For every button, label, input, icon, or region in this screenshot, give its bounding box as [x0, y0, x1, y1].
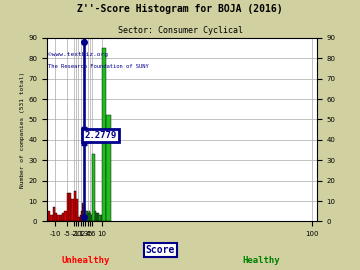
Text: Healthy: Healthy	[242, 256, 280, 265]
Bar	[93, 154, 95, 221]
Bar	[69, 193, 71, 221]
Bar	[100, 215, 102, 221]
Bar	[85, 211, 86, 221]
Text: The Research Foundation of SUNY: The Research Foundation of SUNY	[48, 64, 149, 69]
Bar	[55, 213, 57, 221]
Bar	[60, 215, 62, 221]
Bar	[64, 211, 67, 221]
Text: 2.2779: 2.2779	[84, 131, 117, 140]
Bar	[88, 213, 89, 221]
Bar	[95, 211, 96, 221]
Bar	[99, 215, 100, 221]
Text: Z''-Score Histogram for BOJA (2016): Z''-Score Histogram for BOJA (2016)	[77, 4, 283, 14]
Bar	[86, 211, 88, 221]
Bar	[84, 207, 85, 221]
Bar	[57, 215, 60, 221]
Bar	[80, 215, 81, 221]
Text: ©www.textbiz.org: ©www.textbiz.org	[48, 52, 108, 57]
Bar	[76, 199, 78, 221]
Bar	[78, 217, 80, 221]
Y-axis label: Number of companies (531 total): Number of companies (531 total)	[20, 72, 25, 188]
Text: Unhealthy: Unhealthy	[62, 256, 111, 265]
Bar	[83, 205, 84, 221]
Bar	[90, 213, 91, 221]
Bar	[102, 48, 106, 221]
Bar	[97, 213, 98, 221]
Text: Sector: Consumer Cyclical: Sector: Consumer Cyclical	[117, 26, 243, 35]
Bar	[71, 199, 74, 221]
Bar	[89, 211, 90, 221]
Bar	[74, 191, 76, 221]
Text: Score: Score	[145, 245, 175, 255]
Bar	[96, 213, 97, 221]
Bar	[62, 213, 64, 221]
Bar	[81, 211, 82, 221]
Bar	[53, 207, 55, 221]
Bar	[82, 203, 83, 221]
Bar	[67, 193, 69, 221]
Bar	[98, 213, 99, 221]
Bar	[48, 211, 50, 221]
Bar	[50, 215, 53, 221]
Bar	[107, 115, 111, 221]
Bar	[91, 215, 93, 221]
